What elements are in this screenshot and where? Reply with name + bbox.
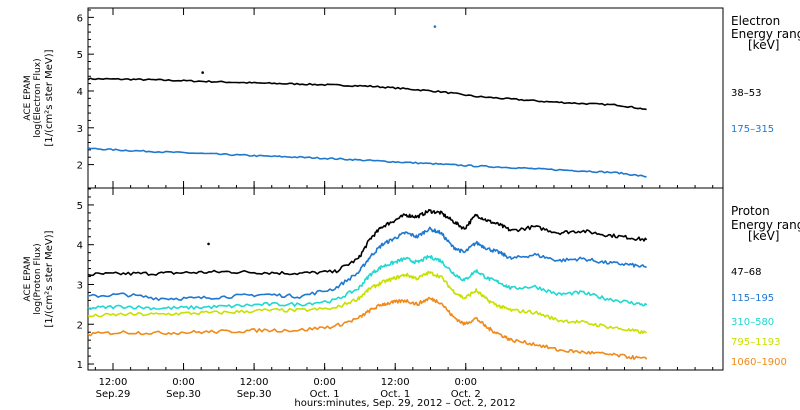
series-line-proton-1: [87, 226, 647, 302]
y-axis-label-electron: log(Electron Flux): [33, 58, 43, 137]
x-tick-label-time: 12:00: [240, 377, 269, 388]
legend-title-proton: Proton: [731, 204, 770, 218]
legend-title-proton: Energy range: [731, 218, 800, 232]
outlier-point-electron: [201, 71, 204, 74]
legend-entry-proton: 115–195: [731, 293, 774, 304]
y-axis-label-proton: [1/(cm²s ster MeV)]: [44, 230, 55, 327]
y-tick-label-proton: 2: [77, 320, 83, 331]
legend-entry-proton: 47–68: [731, 267, 761, 278]
x-tick-label-date: Sep.30: [237, 389, 272, 400]
panel-frame-proton: [87, 187, 724, 371]
outlier-point-proton: [207, 242, 210, 246]
y-tick-label-proton: 5: [77, 201, 83, 212]
outlier-point-electron: [433, 25, 437, 28]
legend-entry-electron: 38–53: [731, 88, 761, 99]
series-line-electron-0: [87, 77, 647, 111]
y-axis-label-proton: ACE EPAM: [23, 256, 33, 301]
x-tick-label-time: 12:00: [99, 377, 128, 388]
y-tick-label-proton: 1: [77, 360, 83, 371]
legend-entry-proton: 1060–1900: [731, 357, 787, 368]
legend-entry-proton: 795–1193: [731, 337, 781, 348]
panel-frame-electron: [87, 7, 724, 189]
series-line-proton-0: [87, 208, 648, 277]
y-tick-label-proton: 3: [77, 280, 83, 291]
x-tick-label-date: Sep.30: [166, 389, 201, 400]
x-tick-label-date: Oct. 2: [451, 389, 481, 400]
legend-title-electron: [keV]: [748, 38, 779, 52]
legend-title-electron: Electron: [731, 14, 780, 28]
y-tick-label-electron: 6: [77, 13, 83, 24]
x-axis-label: hours:minutes, Sep. 29, 2012 – Oct. 2, 2…: [294, 398, 515, 409]
legend-title-electron: Energy range: [731, 27, 800, 41]
series-line-proton-2: [87, 255, 648, 311]
x-tick-label-date: Oct. 1: [380, 389, 410, 400]
x-tick-label-time: 0:00: [455, 377, 477, 388]
y-tick-label-proton: 4: [77, 241, 83, 252]
y-axis-label-electron: ACE EPAM: [23, 75, 33, 120]
legend-entry-proton: 310–580: [731, 317, 774, 328]
y-axis-label-proton: log(Proton Flux): [33, 243, 43, 314]
series-line-proton-4: [87, 296, 648, 361]
y-tick-label-electron: 4: [77, 87, 83, 98]
legend-entry-electron: 175–315: [731, 124, 774, 135]
series-line-proton-3: [87, 270, 648, 335]
y-tick-label-electron: 2: [77, 161, 83, 172]
series-line-electron-1: [87, 146, 647, 178]
y-tick-label-electron: 5: [77, 50, 83, 61]
x-tick-label-time: 0:00: [172, 377, 194, 388]
y-tick-label-electron: 3: [77, 124, 83, 135]
legend-title-proton: [keV]: [748, 229, 779, 243]
x-tick-label-time: 0:00: [313, 377, 335, 388]
y-axis-label-electron: [1/(cm²s ster MeV)]: [44, 49, 55, 146]
x-tick-label-date: Oct. 1: [310, 389, 340, 400]
x-tick-label-date: Sep.29: [96, 389, 131, 400]
x-tick-label-time: 12:00: [381, 377, 410, 388]
